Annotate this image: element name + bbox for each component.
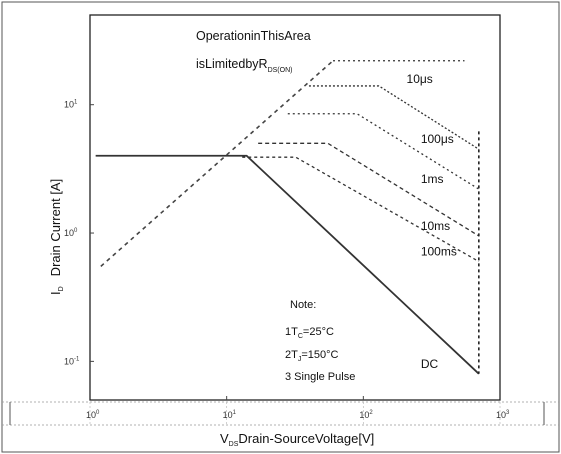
series-line-DC bbox=[95, 154, 480, 375]
x-axis-title: VDSDrain-SourceVoltage[V] bbox=[220, 431, 374, 448]
y-tick-label: 10-1 bbox=[64, 356, 80, 366]
series-label: 1ms bbox=[421, 172, 444, 186]
x-tick-label: 102 bbox=[359, 410, 373, 420]
x-tick-label: 101 bbox=[223, 410, 237, 420]
y-axis-title: IDDrain Current [A] bbox=[48, 179, 65, 295]
series-layer bbox=[95, 60, 480, 375]
series-line-100s bbox=[308, 85, 480, 150]
note-2: 2TJ=150°C bbox=[285, 349, 339, 363]
series-label: 10μs bbox=[407, 72, 433, 86]
note-title: Note: bbox=[290, 299, 316, 311]
grid-ticks bbox=[89, 104, 501, 425]
area-note-line1: OperationinThisArea bbox=[196, 29, 311, 43]
series-label: 10ms bbox=[421, 219, 450, 233]
x-tick-label: 103 bbox=[496, 410, 510, 420]
x-tick-label: 100 bbox=[86, 410, 100, 420]
series-label: 100ms bbox=[421, 245, 457, 259]
note-1: 1TC=25°C bbox=[285, 326, 334, 340]
y-tick-label: 101 bbox=[64, 100, 78, 110]
y-tick-label: 100 bbox=[64, 228, 78, 238]
area-note-line2: isLimitedbyRDS(ON) bbox=[196, 57, 292, 74]
series-label: DC bbox=[421, 357, 439, 371]
labels-layer: 100 101 102 103 10-1 100 101 10μs 100μs 1ms 10ms 10… bbox=[64, 72, 510, 420]
plot-area bbox=[89, 14, 501, 401]
series-line-10ms bbox=[258, 142, 480, 237]
series-label: 100μs bbox=[421, 132, 454, 146]
note-3: 3 Single Pulse bbox=[285, 371, 355, 383]
series-line-100ms bbox=[242, 156, 480, 263]
rds-on-limit-line bbox=[100, 60, 334, 267]
